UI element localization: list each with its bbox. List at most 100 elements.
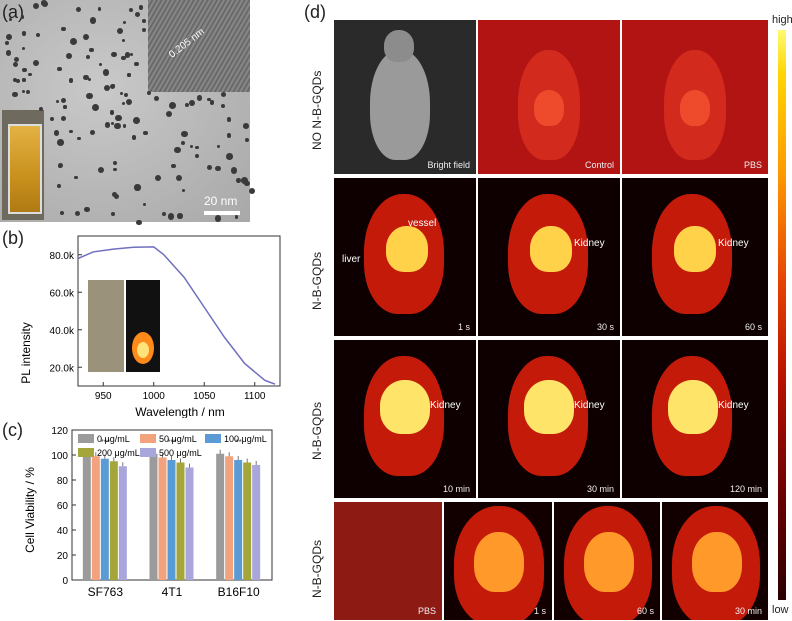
legend-label: 200 μg/mL xyxy=(97,448,140,458)
spectrum-ylabel: PL intensity xyxy=(19,322,33,384)
nanoparticle xyxy=(182,188,186,193)
y-tick-label: 80 xyxy=(57,476,69,487)
x-tick-label: 1050 xyxy=(193,391,216,402)
nanoparticle xyxy=(122,124,127,128)
nanoparticle xyxy=(236,178,242,183)
legend-swatch xyxy=(78,434,94,443)
nanoparticle xyxy=(113,168,117,172)
nanoparticle xyxy=(135,11,140,17)
nanoparticle xyxy=(241,177,249,185)
nanoparticle xyxy=(115,114,122,122)
image-caption: PBS xyxy=(417,606,436,616)
nanoparticle xyxy=(141,27,147,33)
y-tick-label: 20 xyxy=(57,551,69,562)
nanoparticle xyxy=(111,51,117,57)
nanoparticle xyxy=(153,95,159,101)
row-label-3: N-B-GQDs xyxy=(310,402,324,460)
nanoparticle xyxy=(234,215,239,219)
image-caption: Control xyxy=(584,160,614,170)
nanoparticle xyxy=(41,0,49,8)
nanoparticle xyxy=(221,92,227,98)
x-tick-label: 1100 xyxy=(244,391,266,402)
nanoparticle xyxy=(6,34,12,41)
image-caption: 30 min xyxy=(734,606,762,616)
image-caption: 30 min xyxy=(586,484,614,494)
nanoparticle xyxy=(129,52,133,56)
bar xyxy=(91,456,100,580)
nanoparticle xyxy=(147,91,152,96)
nanoparticle xyxy=(165,110,173,118)
nanoparticle xyxy=(32,60,40,67)
legend-swatch xyxy=(78,448,94,457)
nanoparticle xyxy=(110,121,114,126)
nanoparticle xyxy=(63,105,67,109)
significance-mark: *** xyxy=(101,438,110,447)
nanoparticle xyxy=(77,136,81,140)
nanoparticle xyxy=(125,98,133,106)
lattice-spacing-label: 0.205 nm xyxy=(167,26,207,61)
colorbar-low-label: low xyxy=(772,604,789,616)
nanoparticle xyxy=(195,153,199,158)
nanoparticle xyxy=(109,110,115,115)
nanoparticle xyxy=(60,98,66,104)
nanoparticle xyxy=(21,31,27,36)
nanoparticle xyxy=(226,117,232,122)
nanoparticle xyxy=(217,145,221,149)
scale-bar-label: 20 nm xyxy=(204,194,238,208)
nanoparticle xyxy=(86,55,91,59)
x-tick-label: 1000 xyxy=(143,391,166,402)
nanoparticle xyxy=(104,122,111,128)
nanoparticle xyxy=(57,66,62,72)
nanoparticle xyxy=(154,175,161,182)
tem-image: 0.205 nm 20 nm xyxy=(0,0,255,226)
nanoparticle xyxy=(82,34,89,41)
legend-label: 50 μg/mL xyxy=(159,434,197,444)
nanoparticle xyxy=(244,138,249,143)
nanoparticle xyxy=(248,188,255,195)
nanoparticle xyxy=(177,213,183,219)
row-label-2: N-B-GQDs xyxy=(310,252,324,310)
bar xyxy=(176,462,185,580)
kidney-label: Kidney xyxy=(430,400,461,411)
nanoparticle xyxy=(215,165,221,172)
viability-ylabel: Cell Viability / % xyxy=(23,467,37,553)
nanoparticle xyxy=(99,63,103,66)
pbs-image: PBS xyxy=(622,20,768,174)
nanoparticle xyxy=(142,202,146,206)
y-tick-label: 120 xyxy=(51,426,68,437)
bar xyxy=(167,460,176,580)
nanoparticle xyxy=(124,93,128,97)
nanoparticle xyxy=(55,99,60,104)
nanoparticle xyxy=(127,73,131,77)
nanoparticle xyxy=(28,72,32,77)
nanoparticle xyxy=(60,115,66,122)
y-tick-label: 60.0k xyxy=(50,288,75,299)
nanoparticle xyxy=(122,20,126,24)
spectrum-line xyxy=(77,246,276,385)
nanoparticle xyxy=(195,145,199,150)
nanoparticle xyxy=(111,212,115,216)
bar xyxy=(109,461,118,580)
bar xyxy=(100,458,109,580)
nanoparticle xyxy=(112,191,118,197)
image-60s: Kidney 60 s xyxy=(622,178,768,336)
scale-bar xyxy=(204,211,240,215)
image-caption: 60 s xyxy=(744,322,762,332)
y-tick-label: 100 xyxy=(51,451,68,462)
row-label-1: NO N-B-GQDs xyxy=(310,70,324,150)
nanoparticle xyxy=(69,78,74,83)
nanoparticle xyxy=(133,117,140,124)
nanoparticle xyxy=(243,123,249,129)
nanoparticle xyxy=(161,212,167,217)
nanoparticle xyxy=(50,117,55,122)
nanoparticle xyxy=(53,130,60,136)
significance-mark: *** xyxy=(167,438,176,447)
nanoparticle xyxy=(26,89,31,94)
nanoparticle xyxy=(131,135,137,140)
category-label: SF763 xyxy=(88,585,124,599)
colorbar xyxy=(778,30,786,600)
bar xyxy=(243,462,252,580)
nanoparticle xyxy=(39,107,44,112)
nanoparticle xyxy=(13,62,18,68)
nanoparticle xyxy=(119,92,123,96)
